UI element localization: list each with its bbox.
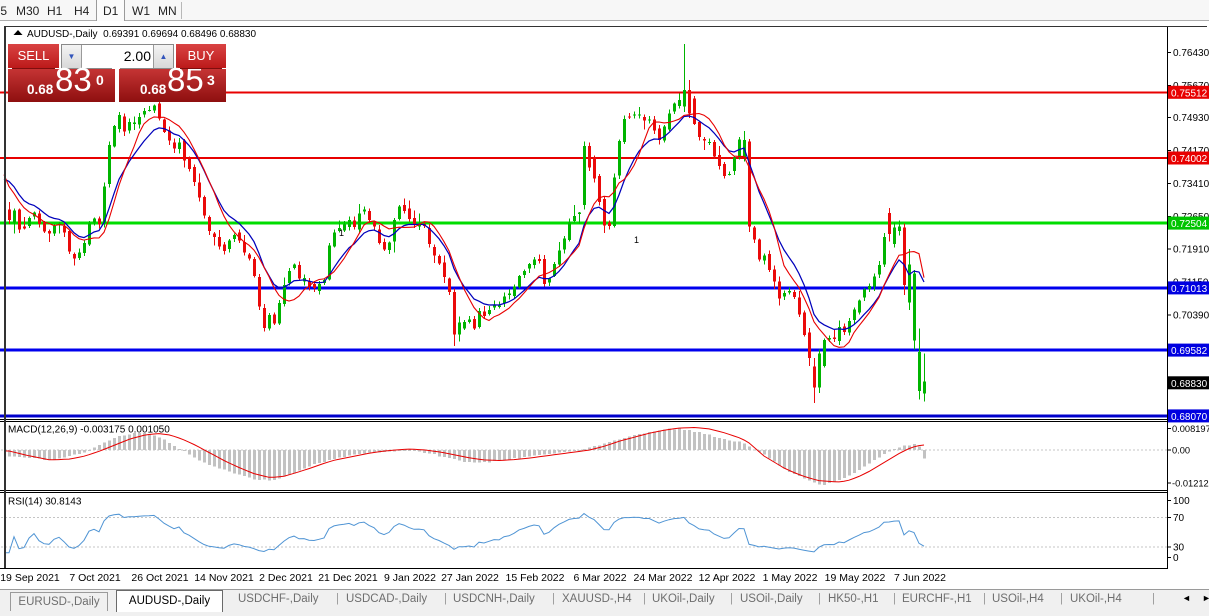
svg-text:1: 1 bbox=[339, 228, 344, 238]
svg-text:1: 1 bbox=[634, 235, 639, 245]
svg-text:70: 70 bbox=[1173, 513, 1185, 524]
svg-text:AUDUSD-,Daily 0.69391 0.69694: AUDUSD-,Daily 0.69391 0.69694 0.68496 0.… bbox=[27, 29, 256, 40]
svg-text:0.71910: 0.71910 bbox=[1173, 244, 1209, 255]
svg-text:0.008197: 0.008197 bbox=[1172, 424, 1209, 434]
svg-text:0.69582: 0.69582 bbox=[1171, 346, 1208, 357]
svg-text:0.00: 0.00 bbox=[1172, 446, 1190, 456]
svg-text:7 Jun 2022: 7 Jun 2022 bbox=[894, 572, 946, 584]
svg-text:0.76430: 0.76430 bbox=[1173, 48, 1209, 59]
svg-text:0.72504: 0.72504 bbox=[1171, 219, 1208, 230]
svg-text:12 Apr 2022: 12 Apr 2022 bbox=[699, 572, 756, 584]
svg-text:0.70390: 0.70390 bbox=[1173, 311, 1209, 322]
svg-text:100: 100 bbox=[1173, 496, 1190, 507]
svg-text:19 Sep 2021: 19 Sep 2021 bbox=[0, 572, 60, 584]
svg-text:0.71013: 0.71013 bbox=[1171, 284, 1208, 295]
svg-text:2 Dec 2021: 2 Dec 2021 bbox=[259, 572, 313, 584]
svg-text:19 May 2022: 19 May 2022 bbox=[825, 572, 886, 584]
svg-text:30: 30 bbox=[1173, 542, 1185, 553]
svg-text:21 Dec 2021: 21 Dec 2021 bbox=[318, 572, 378, 584]
svg-text:0.68830: 0.68830 bbox=[1171, 379, 1208, 390]
svg-text:0.75512: 0.75512 bbox=[1171, 88, 1208, 99]
svg-text:MACD(12,26,9) -0.003175 0.0010: MACD(12,26,9) -0.003175 0.001050 bbox=[8, 425, 170, 436]
svg-text:1 May 2022: 1 May 2022 bbox=[763, 572, 818, 584]
svg-text:6 Mar 2022: 6 Mar 2022 bbox=[573, 572, 626, 584]
svg-text:RSI(14) 30.8143: RSI(14) 30.8143 bbox=[8, 497, 82, 508]
svg-text:14 Nov 2021: 14 Nov 2021 bbox=[194, 572, 254, 584]
svg-text:27 Jan 2022: 27 Jan 2022 bbox=[441, 572, 499, 584]
svg-text:0.68070: 0.68070 bbox=[1171, 412, 1208, 423]
svg-text:0.74002: 0.74002 bbox=[1171, 154, 1208, 165]
svg-text:24 Mar 2022: 24 Mar 2022 bbox=[634, 572, 693, 584]
svg-text:-0.01212: -0.01212 bbox=[1172, 479, 1209, 489]
svg-text:0: 0 bbox=[1173, 553, 1179, 564]
svg-text:7 Oct 2021: 7 Oct 2021 bbox=[69, 572, 121, 584]
svg-text:15 Feb 2022: 15 Feb 2022 bbox=[506, 572, 565, 584]
svg-text:9 Jan 2022: 9 Jan 2022 bbox=[384, 572, 436, 584]
svg-text:0.73410: 0.73410 bbox=[1173, 179, 1209, 190]
svg-text:26 Oct 2021: 26 Oct 2021 bbox=[131, 572, 188, 584]
svg-text:0.74930: 0.74930 bbox=[1173, 113, 1209, 124]
